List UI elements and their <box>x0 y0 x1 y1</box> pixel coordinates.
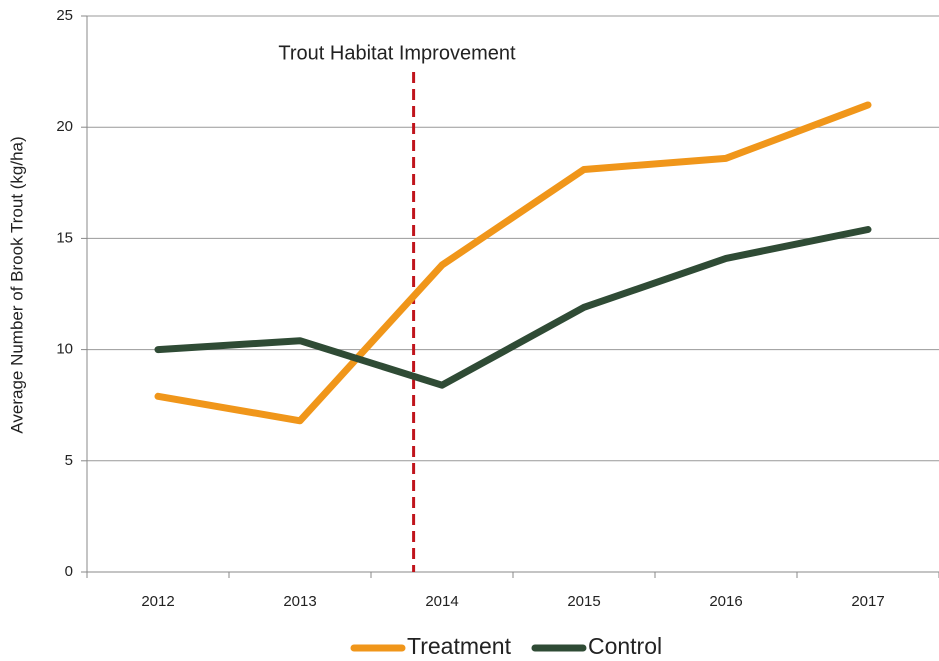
y-tick-label: 25 <box>56 7 73 24</box>
x-tick-label: 2016 <box>709 593 742 610</box>
annotation: Trout Habitat Improvement <box>278 42 516 64</box>
series-line <box>154 101 872 425</box>
y-tick-label: 0 <box>65 563 73 580</box>
y-tick-label: 15 <box>56 229 73 246</box>
y-tick-label: 5 <box>65 452 73 469</box>
x-tick-label: 2014 <box>425 593 458 610</box>
series-line <box>154 226 872 389</box>
y-tick-label: 20 <box>56 118 73 135</box>
y-axis-label: Average Number of Brook Trout (kg/ha) <box>7 136 26 433</box>
x-tick-label: 2012 <box>141 593 174 610</box>
x-tick-label: 2017 <box>851 593 884 610</box>
y-tick-label: 10 <box>56 341 73 358</box>
legend-label: Treatment <box>407 633 512 659</box>
x-tick-label: 2015 <box>567 593 600 610</box>
legend-label: Control <box>588 633 662 659</box>
x-tick-label: 2013 <box>283 593 316 610</box>
